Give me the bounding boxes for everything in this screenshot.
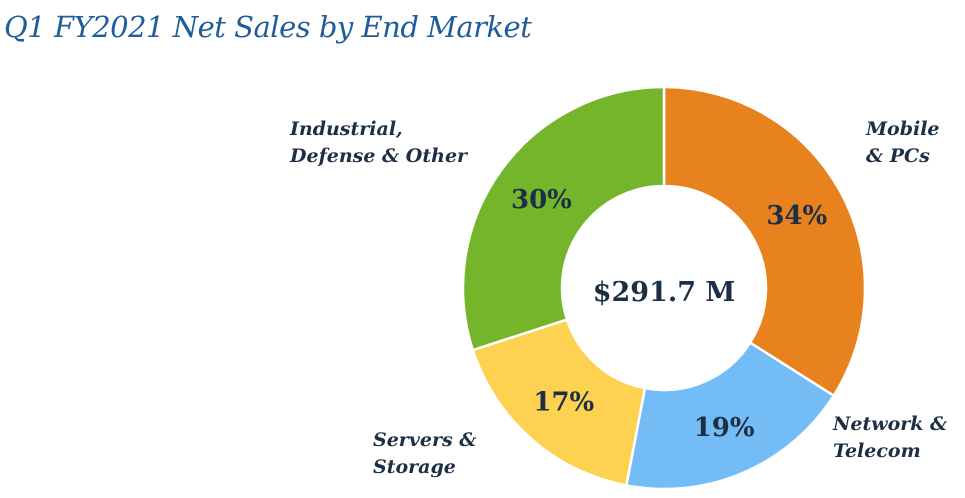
slice-label-line: & PCs [866,145,930,167]
slice-label-line: Defense & Other [290,145,468,167]
chart-title: Q1 FY2021 Net Sales by End Market [4,10,532,44]
slice-percent-labels: 34% 19% 17% 30% [511,185,828,443]
slice-label-industrial-defense-other: Industrial, Defense & Other [290,116,467,170]
center-total-label: $291.7 M [593,277,736,308]
slice-percent-1: 19% [694,413,755,443]
slice-label-line: Servers & [373,429,477,451]
slice-label-servers-storage: Servers & Storage [373,427,476,481]
donut-slice-1 [625,341,835,491]
slice-percent-3: 30% [511,185,572,215]
donut-slice-2 [471,318,647,487]
slice-label-mobile-pcs: Mobile & PCs [866,116,940,170]
donut-slices [461,85,867,491]
slice-label-network-telecom: Network & Telecom [833,411,947,465]
slice-label-line: Network & [833,413,948,435]
donut-slice-0 [662,85,867,397]
slice-label-line: Storage [373,456,456,478]
slice-percent-2: 17% [533,388,594,418]
donut-slice-3 [461,85,666,352]
slice-label-line: Mobile [866,118,940,140]
slice-label-line: Industrial, [290,118,403,140]
slice-percent-0: 34% [766,201,827,231]
slice-label-line: Telecom [833,440,921,462]
